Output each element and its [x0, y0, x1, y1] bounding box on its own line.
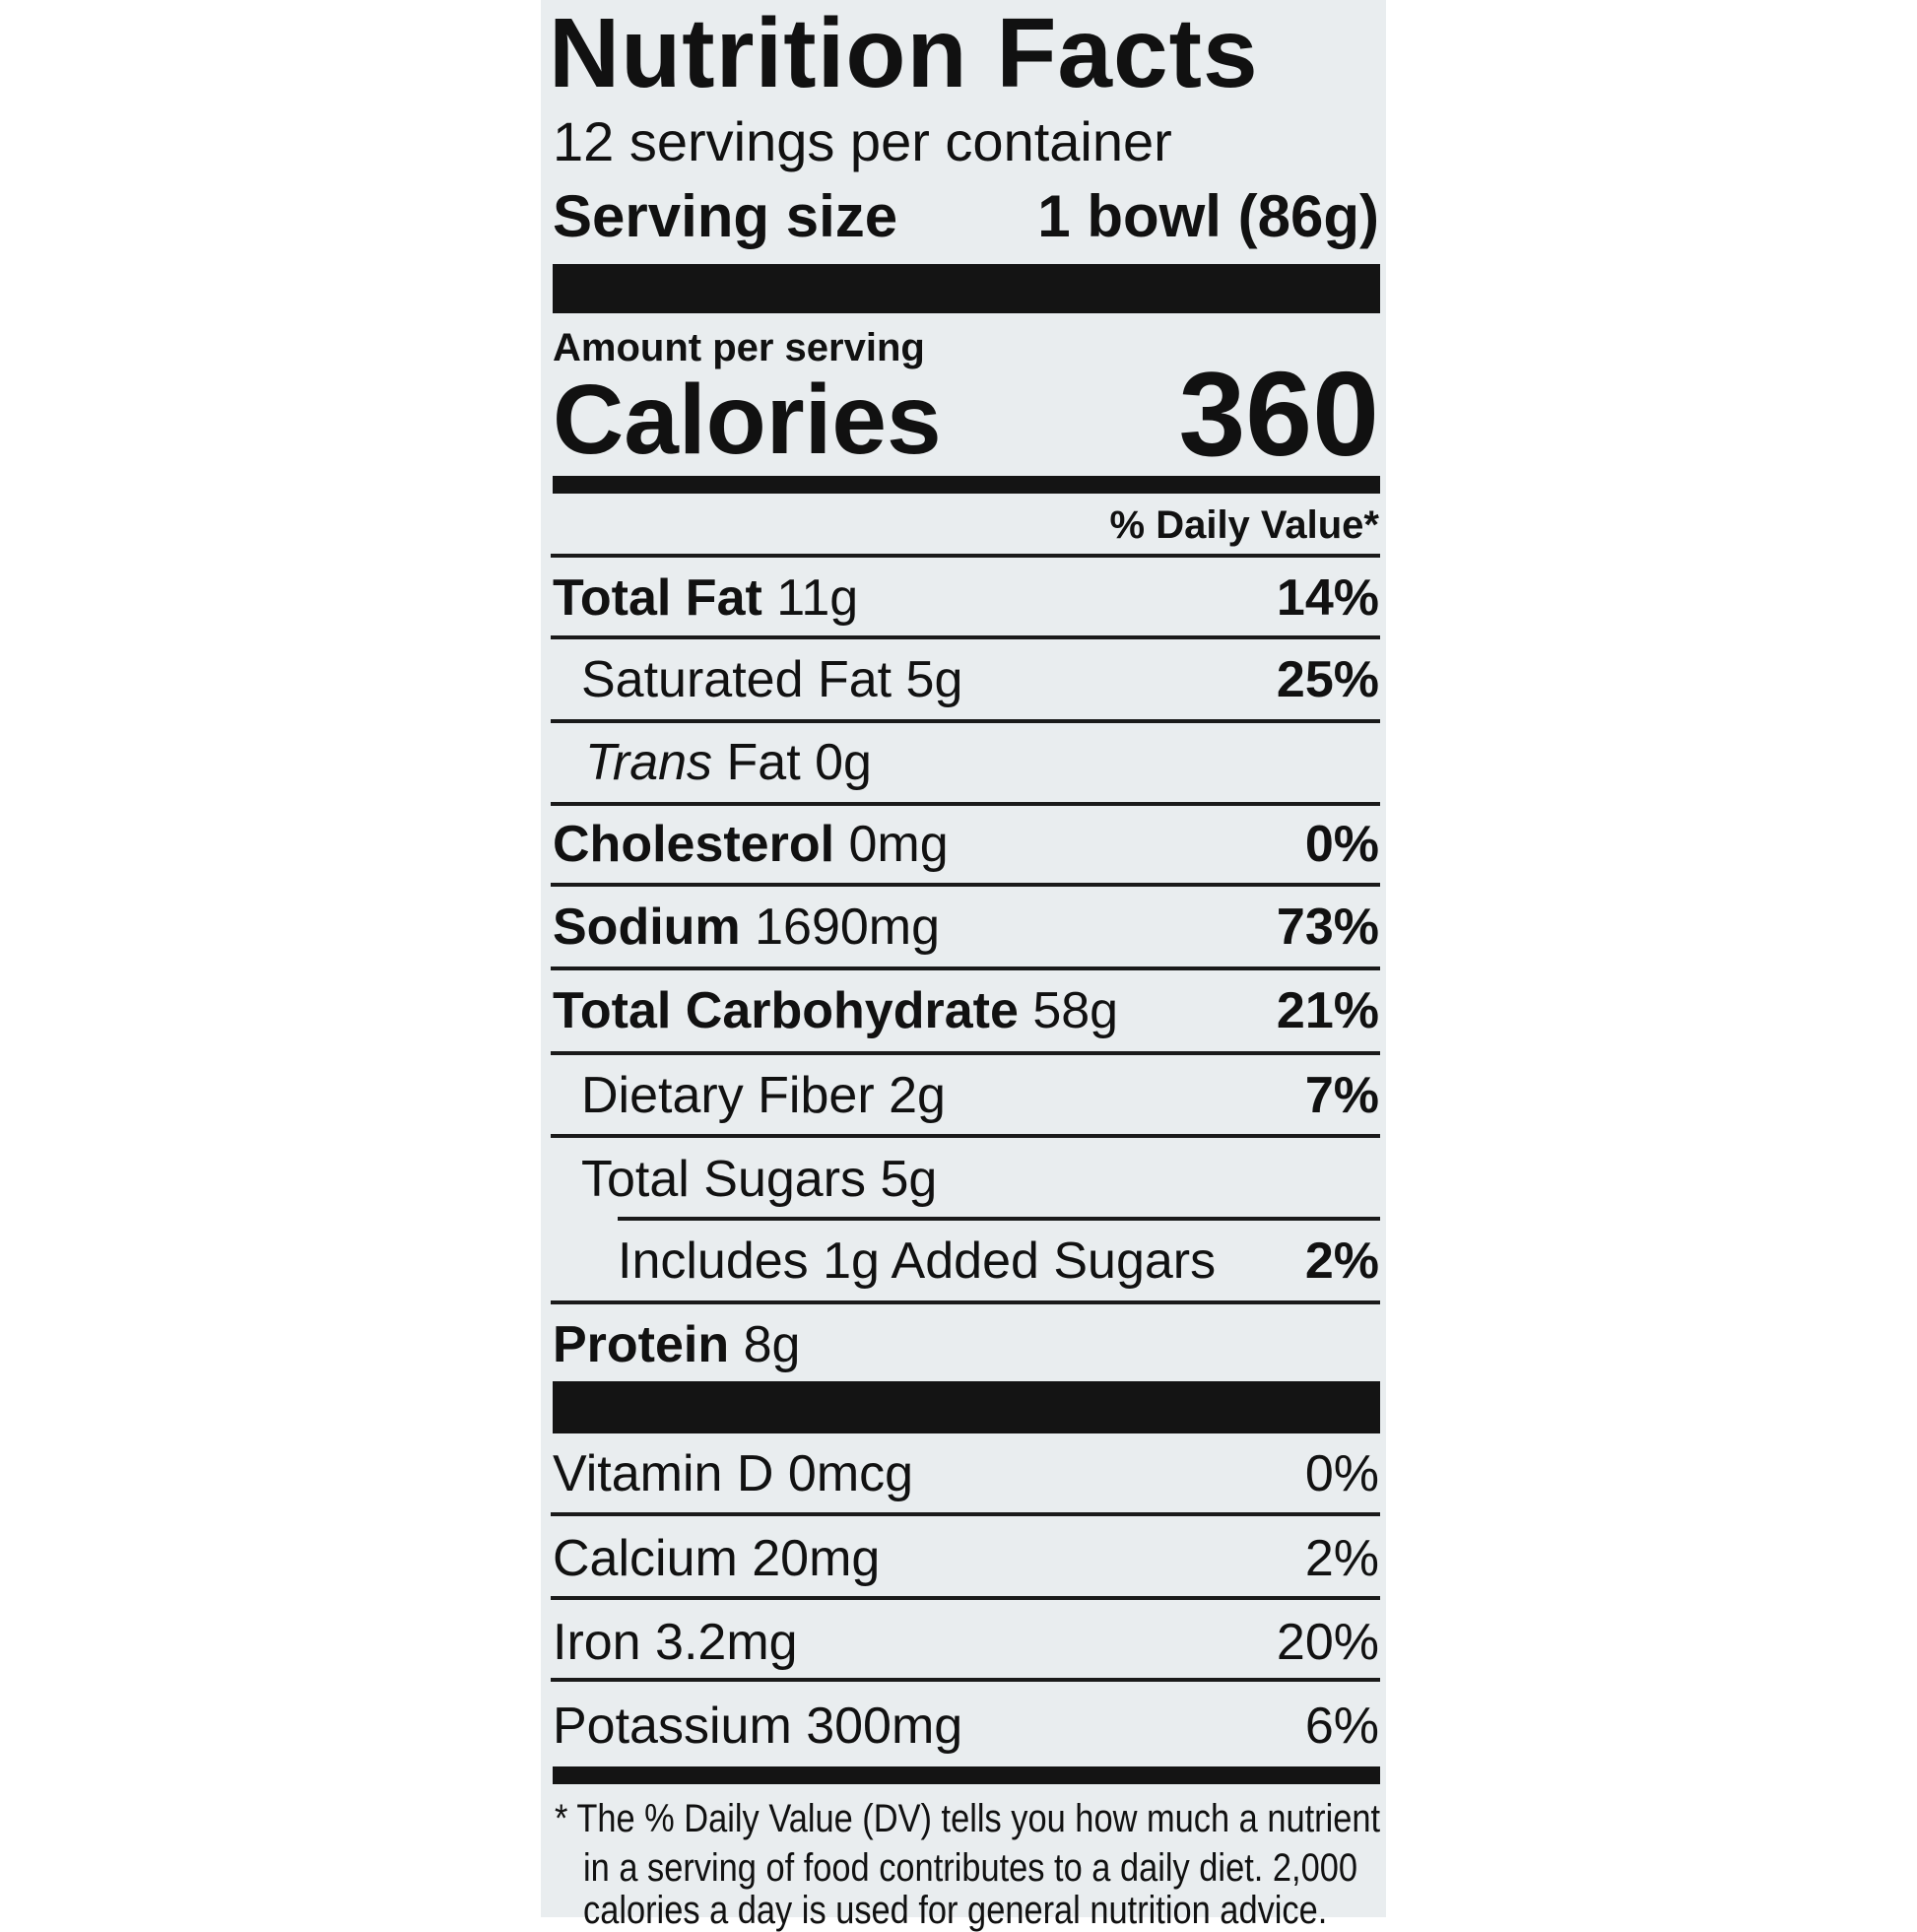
divider [551, 1051, 1380, 1055]
nutrient-cholesterol: Cholesterol 0mg [553, 816, 949, 873]
dv-dietary-fiber: 7% [1304, 1067, 1379, 1124]
medium-divider [553, 476, 1380, 494]
serving-size-label: Serving size [553, 183, 898, 249]
medium-divider [553, 1766, 1380, 1784]
dv-added-sugars: 2% [1304, 1232, 1379, 1290]
nutrient-total-carbohydrate: Total Carbohydrate 58g [553, 982, 1119, 1039]
nutrient-sodium: Sodium 1690mg [553, 899, 941, 956]
thick-divider [553, 264, 1380, 313]
nutrient-total-fat: Total Fat 11g [553, 569, 859, 627]
divider [551, 966, 1380, 970]
footnote-line-1: * The % Daily Value (DV) tells you how m… [555, 1797, 1381, 1840]
potassium: Potassium 300mg [553, 1698, 963, 1755]
footnote-line-2: in a serving of food contributes to a da… [583, 1846, 1357, 1890]
iron: Iron 3.2mg [553, 1614, 798, 1671]
nutrient-added-sugars: Includes 1g Added Sugars [618, 1232, 1217, 1290]
footnote-line-3: calories a day is used for general nutri… [583, 1889, 1328, 1932]
dv-sodium: 73% [1276, 899, 1379, 956]
calories-value: 360 [1178, 347, 1379, 481]
divider [551, 883, 1380, 887]
servings-per-container: 12 servings per container [553, 110, 1172, 172]
nutrient-trans-fat: Trans Fat 0g [585, 734, 872, 791]
divider [551, 802, 1380, 806]
divider [551, 1134, 1380, 1138]
divider [618, 1217, 1380, 1221]
serving-size-value: 1 bowl (86g) [1037, 183, 1379, 249]
nutrient-protein: Protein 8g [553, 1316, 801, 1373]
dv-cholesterol: 0% [1304, 816, 1379, 873]
nutrient-total-sugars: Total Sugars 5g [581, 1151, 938, 1208]
divider [551, 635, 1380, 639]
dv-potassium: 6% [1304, 1698, 1379, 1755]
divider [551, 1512, 1380, 1516]
divider [551, 719, 1380, 723]
divider [551, 554, 1380, 558]
calcium: Calcium 20mg [553, 1530, 881, 1587]
divider [551, 1300, 1380, 1304]
title: Nutrition Facts [549, 0, 1259, 108]
dv-total-fat: 14% [1276, 569, 1379, 627]
nutrient-dietary-fiber: Dietary Fiber 2g [581, 1067, 946, 1124]
vitamin-d: Vitamin D 0mcg [553, 1445, 914, 1502]
dv-iron: 20% [1276, 1614, 1379, 1671]
dv-vitamin-d: 0% [1304, 1445, 1379, 1502]
thick-divider [553, 1381, 1380, 1433]
daily-value-header: % Daily Value* [1109, 503, 1379, 547]
dv-total-carbohydrate: 21% [1276, 982, 1379, 1039]
nutrient-saturated-fat: Saturated Fat 5g [581, 651, 963, 708]
calories-label: Calories [553, 365, 942, 475]
divider [551, 1678, 1380, 1682]
divider [551, 1596, 1380, 1600]
dv-calcium: 2% [1304, 1530, 1379, 1587]
amount-per-serving: Amount per serving [553, 326, 925, 369]
dv-saturated-fat: 25% [1276, 651, 1379, 708]
